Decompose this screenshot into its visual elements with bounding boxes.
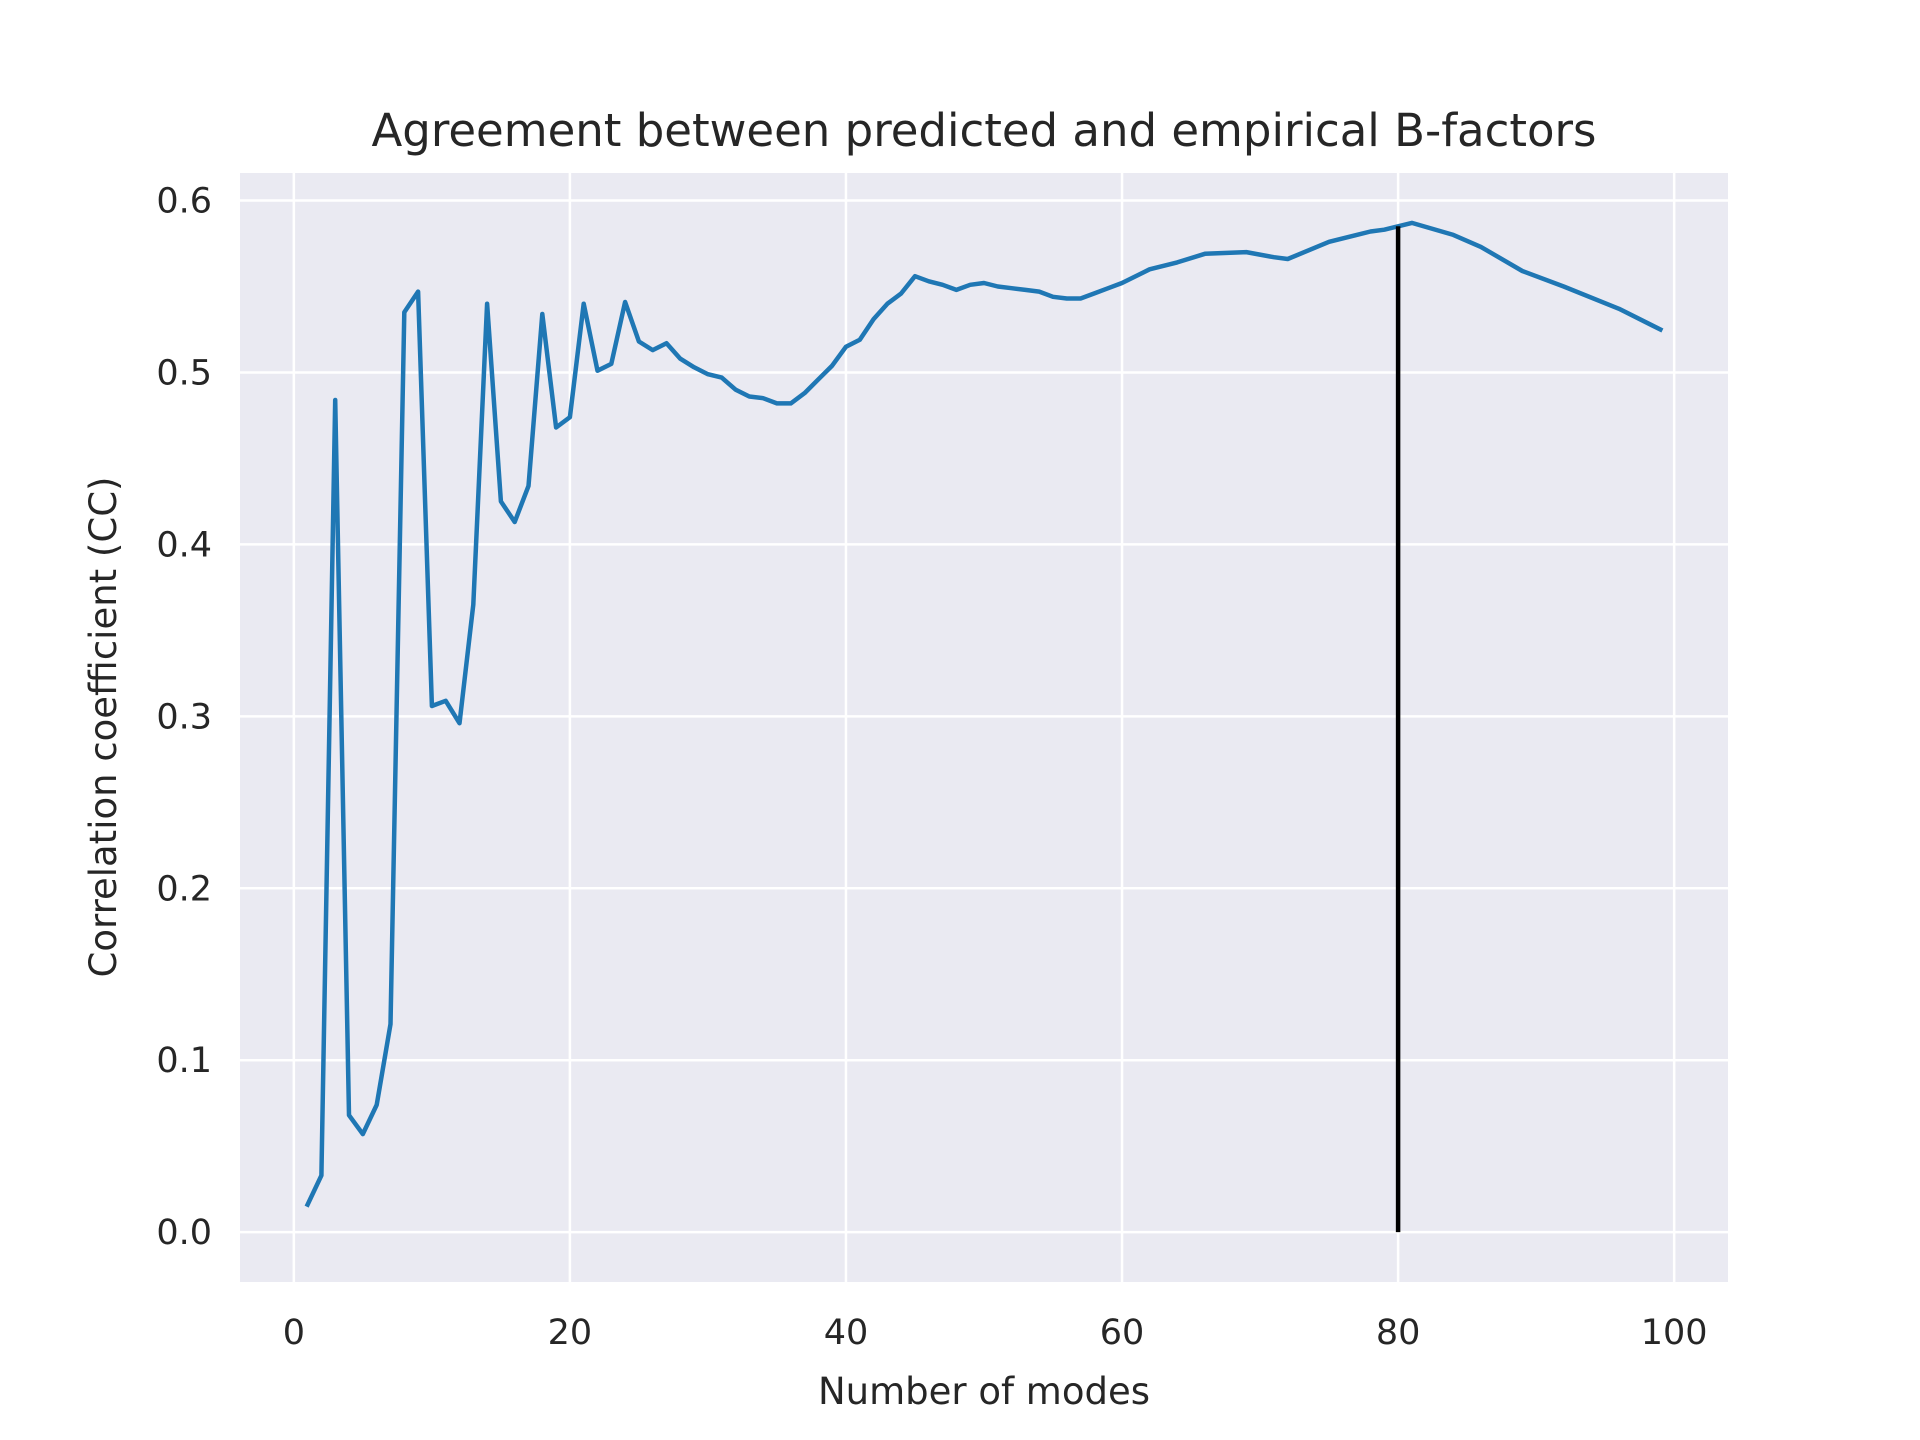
x-tick-label: 40 bbox=[824, 1313, 869, 1353]
y-tick-label: 0.2 bbox=[156, 869, 212, 909]
series-layer bbox=[304, 220, 1664, 1233]
plot-background bbox=[240, 173, 1728, 1282]
y-tick-label: 0.0 bbox=[156, 1213, 212, 1253]
x-axis-ticks: 0 20 40 60 80 100 bbox=[283, 1313, 1708, 1353]
x-tick-label: 0 bbox=[283, 1313, 305, 1353]
y-tick-label: 0.5 bbox=[156, 353, 212, 393]
x-tick-label: 60 bbox=[1100, 1313, 1145, 1353]
series-line bbox=[304, 220, 1664, 1208]
x-tick-label: 80 bbox=[1376, 1313, 1421, 1353]
y-axis-ticks: 0.0 0.1 0.2 0.3 0.4 0.5 0.6 bbox=[156, 182, 212, 1254]
chart-title: Agreement between predicted and empirica… bbox=[372, 104, 1597, 157]
y-tick-label: 0.6 bbox=[156, 182, 212, 222]
x-axis-label: Number of modes bbox=[818, 1370, 1150, 1413]
x-tick-label: 20 bbox=[548, 1313, 593, 1353]
y-axis-label: Correlation coefficient (CC) bbox=[82, 477, 125, 978]
x-tick-label: 100 bbox=[1641, 1313, 1708, 1353]
y-tick-label: 0.1 bbox=[156, 1041, 212, 1081]
y-tick-label: 0.4 bbox=[156, 525, 212, 565]
y-tick-label: 0.3 bbox=[156, 697, 212, 737]
